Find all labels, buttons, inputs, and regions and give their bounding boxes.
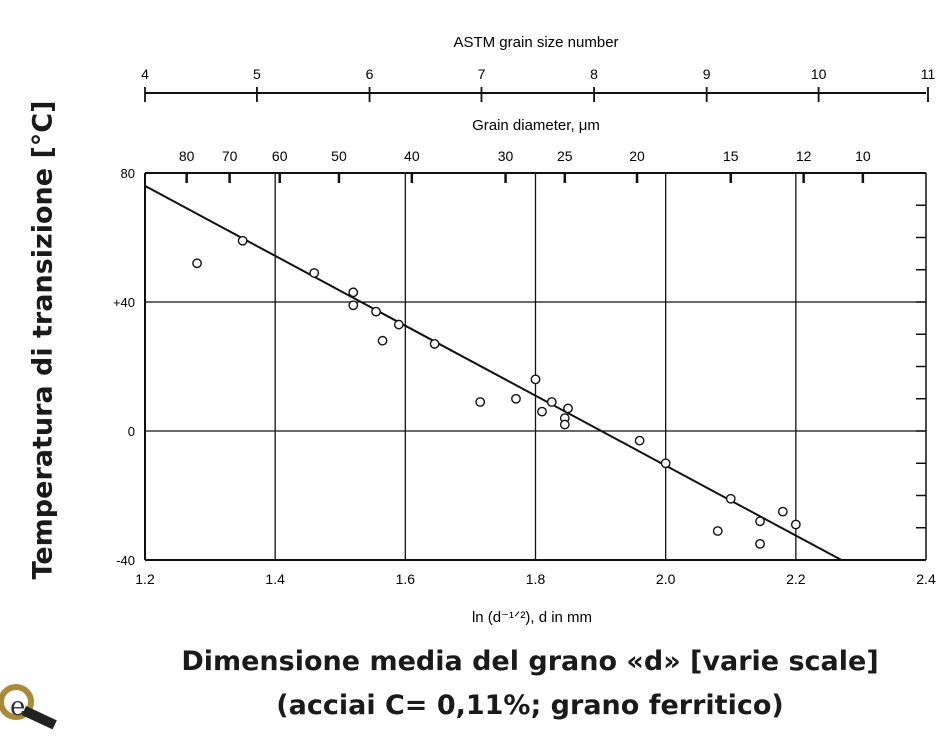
x-tick-label: 2.0 <box>656 571 676 587</box>
astm-tick-label: 10 <box>811 66 827 82</box>
astm-axis-title: ASTM grain size number <box>453 34 618 51</box>
data-point <box>475 397 486 407</box>
diameter-tick-label: 20 <box>629 148 645 164</box>
diameter-tick-label: 40 <box>404 148 420 164</box>
x-tick-label: 1.4 <box>265 571 285 587</box>
tick-labels: 1.2 1.4 1.6 1.8 2.0 2.2 2.4 -40 0 +40 80 4 5 6 7 8 9 10 11… <box>113 66 936 587</box>
grain-diameter-axis-title: Grain diameter, μm <box>472 117 600 134</box>
astm-tick-label: 7 <box>478 66 486 82</box>
tick-marks <box>144 87 929 529</box>
magnifier-logo-icon: e <box>0 684 57 730</box>
diameter-tick-label: 12 <box>796 148 812 164</box>
data-point <box>537 406 547 417</box>
y-axis-title: Temperatura di transizione [°C] <box>18 90 68 590</box>
x-tick-label: 2.2 <box>786 571 806 587</box>
data-points <box>192 235 801 549</box>
data-point <box>725 493 736 504</box>
data-point <box>348 287 359 298</box>
fit-line <box>144 185 842 561</box>
data-point <box>755 516 765 527</box>
x-tick-label: 1.8 <box>526 571 546 587</box>
data-point <box>546 397 557 407</box>
data-point <box>559 419 570 430</box>
astm-tick-label: 11 <box>921 66 936 82</box>
caption-line-2: (acciai C= 0,11%; grano ferritico) <box>276 690 784 721</box>
data-point <box>755 538 765 549</box>
astm-tick-label: 4 <box>141 66 149 82</box>
diameter-tick-label: 80 <box>179 148 195 164</box>
astm-tick-label: 8 <box>590 66 598 82</box>
data-point <box>712 526 723 536</box>
data-point <box>429 339 440 349</box>
data-point <box>660 458 671 469</box>
data-point <box>348 300 359 311</box>
x-tick-label: 1.2 <box>135 571 155 587</box>
diameter-tick-label: 10 <box>855 148 871 164</box>
data-point <box>237 235 248 246</box>
data-point <box>371 306 381 317</box>
astm-tick-label: 5 <box>253 66 261 82</box>
data-point <box>309 268 320 278</box>
data-point <box>634 435 645 446</box>
svg-text:e: e <box>10 692 25 722</box>
x-axis-title: ln (d⁻¹ᐟ²), d in mm <box>472 609 592 626</box>
astm-tick-label: 6 <box>366 66 374 82</box>
fit-line-layer <box>144 185 842 561</box>
diameter-tick-label: 60 <box>272 148 288 164</box>
astm-tick-label: 9 <box>703 66 711 82</box>
x-tick-label: 2.4 <box>916 571 936 587</box>
diameter-tick-label: 15 <box>723 148 739 164</box>
y-tick-label: -40 <box>116 553 135 568</box>
data-point <box>393 319 404 330</box>
data-point <box>530 374 541 385</box>
x-tick-label: 1.6 <box>396 571 416 587</box>
data-point <box>511 393 521 404</box>
data-point <box>777 506 788 517</box>
diameter-tick-label: 50 <box>331 148 347 164</box>
data-point <box>377 335 388 346</box>
y-axis-title-text: Temperatura di transizione [°C] <box>27 100 59 580</box>
diameter-tick-label: 25 <box>557 148 573 164</box>
caption-line-1: Dimensione media del grano «d» [varie sc… <box>181 646 879 677</box>
diameter-tick-label: 70 <box>222 148 238 164</box>
y-tick-label: 0 <box>128 424 135 439</box>
transition-temperature-chart: 1.2 1.4 1.6 1.8 2.0 2.2 2.4 -40 0 +40 80 4 5 6 7 8 9 10 11… <box>113 34 936 626</box>
grid-lines <box>145 173 926 560</box>
diameter-tick-label: 30 <box>498 148 514 164</box>
data-point <box>563 403 573 414</box>
data-point <box>192 258 202 269</box>
y-tick-label: 80 <box>121 166 135 181</box>
y-tick-label: +40 <box>113 295 135 310</box>
data-point <box>790 519 801 530</box>
